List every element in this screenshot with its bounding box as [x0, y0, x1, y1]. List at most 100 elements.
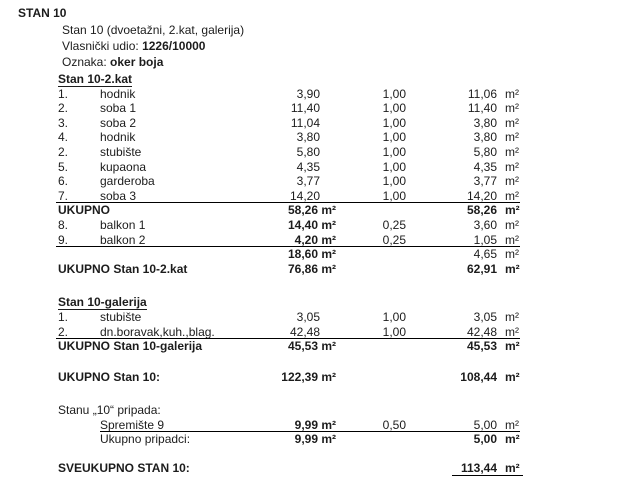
table-row: Stanu „10“ pripada: — [0, 403, 620, 418]
value-area: 9,99 m² — [294, 432, 336, 447]
value-area: 76,86 m² — [287, 261, 336, 276]
value-coefficient: 1,00 — [382, 115, 406, 130]
mark-line: Oznaka: oker boja — [62, 54, 620, 70]
unit-m2: m² — [505, 174, 519, 189]
table-row: 18,60 m² 4,65 m² — [0, 247, 620, 262]
value-coefficient: 0,50 — [382, 417, 406, 432]
unit-m2: m² — [505, 144, 519, 159]
unit-m2: m² — [505, 188, 519, 203]
ownership-value: 1226/10000 — [142, 39, 206, 53]
value-coefficient: 1,00 — [382, 309, 406, 324]
value-coefficient: 0,25 — [382, 217, 406, 232]
table-row: 3. soba 2 11,04 1,00 3,80 m² — [0, 116, 620, 131]
row-number: 9. — [58, 232, 69, 247]
room-name: balkon 1 — [100, 217, 146, 232]
value-area: 4,35 — [296, 159, 320, 174]
room-name: hodnik — [100, 86, 136, 101]
table-row: 2. dn.boravak,kuh.,blag. 42,48 1,00 42,48 m² — [0, 325, 620, 340]
value-computed: 4,35 — [473, 159, 497, 174]
row-label: UKUPNO Stan 10-2.kat — [58, 261, 188, 276]
value-computed: 62,91 — [466, 261, 497, 276]
table-row: 9. balkon 2 4,20 m² 0,25 1,05 m² — [0, 233, 620, 248]
value-area: 58,26 m² — [287, 203, 336, 218]
value-computed: 3,60 — [473, 217, 497, 232]
value-area: 3,77 — [296, 174, 320, 189]
room-name: garderoba — [100, 174, 155, 189]
unit-m2: m² — [505, 309, 519, 324]
value-area: 122,39 m² — [281, 369, 336, 384]
value-area: 14,20 — [289, 188, 320, 203]
value-coefficient: 1,00 — [382, 188, 406, 203]
unit-m2: m² — [505, 203, 520, 218]
value-area: 3,05 — [296, 309, 320, 324]
value-area: 11,04 — [290, 115, 320, 130]
room-name: soba 2 — [100, 115, 137, 130]
unit-m2: m² — [505, 86, 519, 101]
value-coefficient: 1,00 — [382, 159, 406, 174]
unit-m2: m² — [505, 217, 519, 232]
row-label: UKUPNO — [58, 203, 111, 218]
value-area: 18,60 m² — [287, 247, 336, 262]
value-computed: 3,05 — [473, 309, 497, 324]
value-computed: 113,44 — [460, 461, 497, 476]
value-computed: 5,00 — [473, 417, 497, 432]
unit-m2: m² — [505, 101, 519, 116]
table-row: 8. balkon 1 14,40 m² 0,25 3,60 m² — [0, 218, 620, 233]
unit-m2: m² — [505, 432, 520, 447]
section-total-stan10: UKUPNO Stan 10: 122,39 m² 108,44 m² — [0, 370, 620, 385]
row-number: 2. — [58, 101, 69, 116]
table-row: UKUPNO 58,26 m² 58,26 m² — [0, 203, 620, 218]
unit-m2: m² — [505, 339, 520, 354]
unit-m2: m² — [505, 159, 519, 174]
table-row: SVEUKUPNO STAN 10: 113,44 m² — [0, 461, 620, 476]
value-computed: 3,77 — [473, 174, 497, 189]
unit-m2: m² — [505, 369, 520, 384]
mark-value: oker boja — [110, 55, 164, 69]
value-coefficient: 1,00 — [382, 130, 406, 145]
unit-m2: m² — [505, 130, 519, 145]
section-kat2: Stan 10-2.kat 1. hodnik 3,90 1,00 11,06 m² 2. so… — [0, 72, 620, 276]
unit-m2: m² — [505, 232, 519, 247]
row-label: UKUPNO Stan 10: — [58, 369, 161, 384]
unit-m2: m² — [505, 417, 519, 432]
room-name: dn.boravak,kuh.,blag. — [100, 324, 215, 339]
row-number: 6. — [58, 174, 69, 189]
value-computed: 11,40 — [467, 101, 497, 116]
table-row: 1. hodnik 3,90 1,00 11,06 m² — [0, 87, 620, 102]
table-row: UKUPNO Stan 10: 122,39 m² 108,44 m² — [0, 370, 620, 385]
room-name: balkon 2 — [100, 232, 146, 247]
mark-label: Oznaka: — [62, 55, 107, 69]
value-coefficient: 0,25 — [382, 232, 406, 247]
table-row: UKUPNO Stan 10-2.kat 76,86 m² 62,91 m² — [0, 262, 620, 277]
section-heading: Stan 10-galerija — [58, 295, 147, 311]
area-table: Stan 10-2.kat 1. hodnik 3,90 1,00 11,06 m² 2. so… — [0, 72, 620, 476]
table-row: 6. garderoba 3,77 1,00 3,77 m² — [0, 174, 620, 189]
value-area: 42,48 — [289, 324, 320, 339]
row-number: 5. — [58, 159, 69, 174]
row-label: Stanu „10“ pripada: — [58, 403, 161, 418]
section-pripada: Stanu „10“ pripada: Spremište 9 9,99 m² 0,5… — [0, 403, 620, 447]
room-name: stubište — [100, 309, 142, 324]
value-coefficient: 1,00 — [382, 86, 406, 101]
table-row: 1. stubište 3,05 1,00 3,05 m² — [0, 310, 620, 325]
value-area: 4,20 m² — [294, 232, 336, 247]
value-coefficient: 1,00 — [382, 174, 406, 189]
value-computed: 58,26 — [466, 203, 497, 218]
row-number: 2. — [58, 324, 69, 339]
value-area: 3,90 — [296, 86, 320, 101]
room-name: soba 3 — [100, 188, 137, 203]
value-computed: 3,80 — [473, 130, 497, 145]
value-coefficient: 1,00 — [382, 324, 406, 339]
unit-m2: m² — [505, 247, 519, 262]
value-computed: 42,48 — [466, 324, 497, 339]
row-number: 1. — [58, 86, 69, 101]
row-number: 1. — [58, 309, 69, 324]
section-galerija: Stan 10-galerija 1. stubište 3,05 1,00 3,05 m²… — [0, 295, 620, 353]
row-number: 3. — [58, 115, 69, 130]
apartment-subtitle: Stan 10 (dvoetažni, 2.kat, galerija) — [62, 23, 245, 37]
room-name: kupaona — [100, 159, 147, 174]
room-name: stubište — [100, 144, 142, 159]
ownership-label: Vlasnički udio: — [62, 39, 139, 53]
table-row: UKUPNO Stan 10-galerija 45,53 m² 45,53 m² — [0, 339, 620, 354]
